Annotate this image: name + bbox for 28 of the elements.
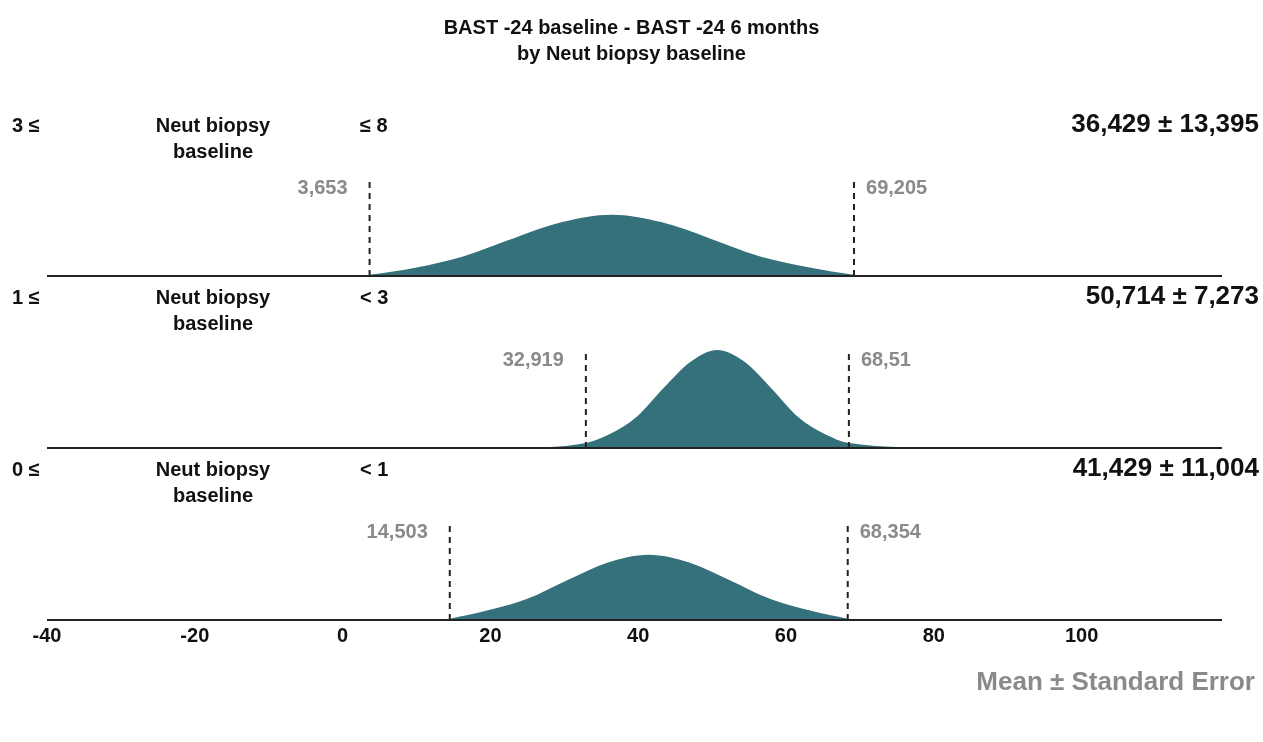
text: Neut biopsy baseline [154,113,272,164]
chart-title: BAST -24 baseline - BAST -24 6 months by Neut biopsy baseline [442,15,821,66]
ref-line-label: 14,503 [366,520,428,542]
text: 1 ≤ [12,286,40,309]
text: 41,429 ± 11,004 [1072,452,1259,483]
x-tick-label: -20 [180,624,210,647]
text: 50,714 ± 7,273 [1085,280,1259,311]
ref-line-label: 68,51 [860,348,911,370]
ref-line-label: 68,354 [859,520,922,542]
x-tick-label: 20 [479,624,502,647]
x-tick-label: 60 [774,624,798,647]
ref-line-label: 3,653 [297,176,348,198]
ref-line-label: 32,919 [502,348,564,370]
x-tick-label: 80 [922,624,945,647]
text: 0 ≤ [12,458,40,481]
x-tick-label: 100 [1064,624,1099,647]
text: Mean ± Standard Error [975,666,1255,697]
x-tick-label: 0 [337,624,349,647]
text: Neut biopsy baseline [154,285,272,336]
text: 36,429 ± 13,395 [1071,108,1259,139]
text: < 1 [360,458,389,481]
text: ≤ 8 [360,114,388,137]
x-tick-label: 40 [627,624,650,647]
text: 3 ≤ [12,114,40,137]
x-tick-label: -40 [32,624,62,647]
text: Neut biopsy baseline [154,457,272,508]
text: < 3 [360,286,389,309]
ref-line-label: 69,205 [866,176,928,198]
